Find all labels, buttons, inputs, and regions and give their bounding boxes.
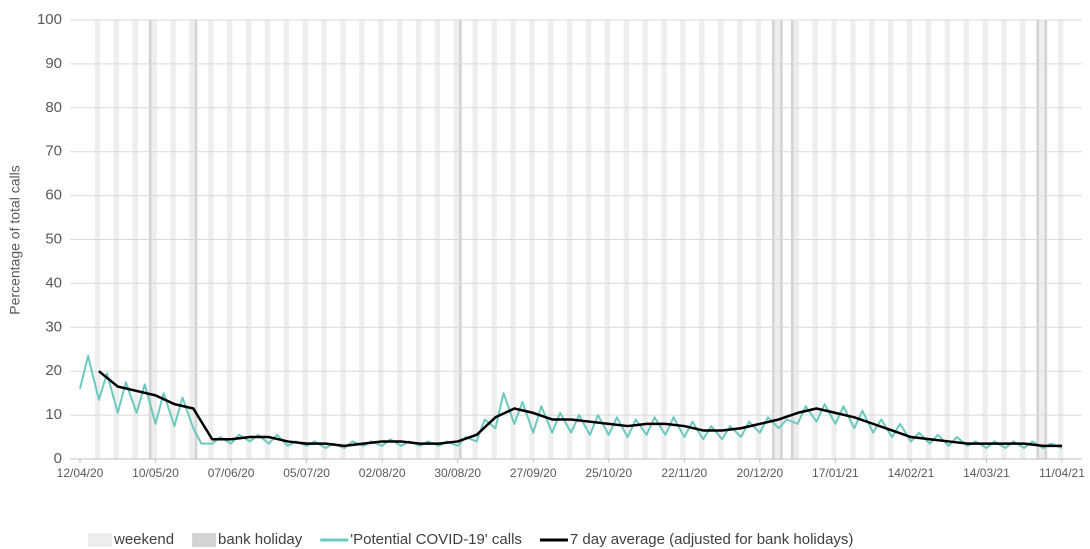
legend-swatch	[192, 533, 217, 547]
x-tick-label: 07/06/20	[208, 466, 255, 480]
x-tick-label: 12/04/20	[57, 466, 104, 480]
x-tick-label: 17/01/21	[812, 466, 859, 480]
legend-label: 7 day average (adjusted for bank holiday…	[570, 531, 854, 548]
x-tick-label: 27/09/20	[510, 466, 557, 480]
x-tick-label: 14/02/21	[888, 466, 935, 480]
y-tick-label: 0	[54, 450, 62, 467]
y-tick-label: 80	[45, 99, 62, 116]
x-tick-label: 05/07/20	[283, 466, 330, 480]
y-tick-label: 60	[45, 187, 62, 204]
legend-label: weekend	[113, 531, 174, 548]
y-tick-label: 20	[45, 362, 62, 379]
legend-swatch	[88, 533, 112, 547]
y-tick-label: 50	[45, 230, 62, 247]
y-tick-label: 90	[45, 55, 62, 72]
series-line	[98, 370, 1062, 448]
x-tick-label: 11/04/21	[1039, 466, 1085, 480]
x-tick-label: 20/12/20	[736, 466, 783, 480]
y-tick-label: 100	[37, 11, 62, 28]
y-tick-label: 30	[45, 318, 62, 335]
x-tick-label: 25/10/20	[585, 466, 632, 480]
y-tick-label: 70	[45, 143, 62, 160]
y-tick-label: 40	[45, 274, 62, 291]
x-tick-label: 02/08/20	[359, 466, 406, 480]
legend-label: 'Potential COVID-19' calls	[350, 531, 522, 548]
y-tick-label: 10	[45, 406, 62, 423]
y-axis-label: Percentage of total calls	[7, 165, 23, 314]
x-tick-label: 10/05/20	[132, 466, 179, 480]
x-tick-label: 30/08/20	[434, 466, 481, 480]
legend-label: bank holiday	[218, 531, 303, 548]
x-tick-label: 22/11/20	[661, 466, 707, 480]
x-tick-label: 14/03/21	[963, 466, 1010, 480]
